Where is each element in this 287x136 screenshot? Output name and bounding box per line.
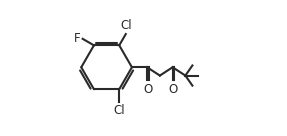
Text: Cl: Cl bbox=[113, 104, 125, 117]
Text: F: F bbox=[74, 32, 81, 45]
Text: Cl: Cl bbox=[121, 19, 132, 32]
Text: O: O bbox=[144, 83, 153, 96]
Text: O: O bbox=[169, 83, 178, 96]
